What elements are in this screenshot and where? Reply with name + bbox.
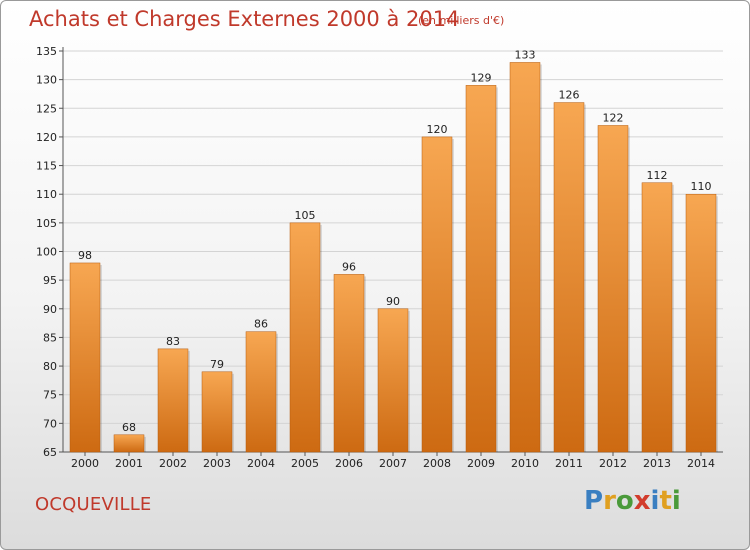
y-tick-label: 90 (43, 303, 57, 316)
x-tick-label: 2001 (115, 457, 143, 470)
x-tick-label: 2009 (467, 457, 495, 470)
data-label: 98 (78, 249, 92, 262)
bar (421, 136, 453, 453)
logo-letter: x (633, 486, 651, 516)
bar (553, 102, 585, 453)
bar (465, 85, 497, 453)
bar (333, 274, 365, 453)
bar (245, 331, 277, 453)
y-tick-label: 125 (36, 102, 57, 115)
x-tick-label: 2005 (291, 457, 319, 470)
y-tick-label: 105 (36, 217, 57, 230)
data-label: 86 (254, 318, 268, 331)
x-tick-label: 2014 (687, 457, 715, 470)
logo-letter: P (584, 486, 604, 516)
labels: 65 70 75 80 85 90 95 100 105 110 115 120 125 130 135 98… (36, 45, 715, 470)
x-tick-label: 2013 (643, 457, 671, 470)
bar (289, 222, 321, 453)
data-label: 129 (471, 71, 492, 84)
bar (201, 371, 233, 453)
y-tick-label: 135 (36, 45, 57, 58)
y-tick-label: 75 (43, 389, 57, 402)
y-tick-label: 65 (43, 446, 57, 459)
proxiti-logo[interactable]: Proxiti (584, 486, 681, 516)
bar (597, 125, 629, 453)
bar (157, 348, 189, 453)
data-label: 90 (386, 295, 400, 308)
logo-letter: t (659, 486, 672, 516)
y-tick-label: 100 (36, 246, 57, 259)
y-tick-label: 130 (36, 74, 57, 87)
logo-letter: r (603, 486, 616, 516)
bars (69, 62, 718, 453)
x-tick-label: 2000 (71, 457, 99, 470)
data-label: 122 (603, 111, 624, 124)
data-label: 68 (122, 421, 136, 434)
y-tick-label: 120 (36, 131, 57, 144)
chart-title: Achats et Charges Externes 2000 à 2014 (29, 7, 460, 31)
logo-letter: o (615, 486, 634, 516)
data-label: 112 (647, 169, 668, 182)
data-label: 96 (342, 260, 356, 273)
data-label: 83 (166, 335, 180, 348)
bar (509, 62, 541, 453)
y-tick-label: 95 (43, 274, 57, 287)
x-tick-label: 2010 (511, 457, 539, 470)
y-tick-label: 115 (36, 160, 57, 173)
data-label: 110 (691, 180, 712, 193)
chart-subtitle: (en milliers d'€) (418, 14, 505, 27)
bar (377, 308, 409, 453)
x-tick-label: 2007 (379, 457, 407, 470)
logo-letter: i (671, 486, 681, 516)
x-tick-label: 2002 (159, 457, 187, 470)
location-name: OCQUEVILLE (35, 494, 152, 515)
data-label: 120 (427, 123, 448, 136)
y-tick-label: 70 (43, 417, 57, 430)
y-tick-label: 110 (36, 188, 57, 201)
bar (113, 434, 145, 453)
x-tick-label: 2011 (555, 457, 583, 470)
x-tick-label: 2003 (203, 457, 231, 470)
x-tick-label: 2004 (247, 457, 275, 470)
data-label: 79 (210, 358, 224, 371)
x-tick-label: 2006 (335, 457, 363, 470)
logo-letter: i (650, 486, 660, 516)
x-tick-label: 2008 (423, 457, 451, 470)
data-label: 126 (559, 89, 580, 102)
data-label: 133 (515, 48, 536, 61)
x-tick-label: 2012 (599, 457, 627, 470)
y-tick-label: 80 (43, 360, 57, 373)
bar (641, 182, 673, 453)
bar (69, 262, 101, 453)
y-tick-label: 85 (43, 331, 57, 344)
data-label: 105 (295, 209, 316, 222)
bar (685, 193, 717, 453)
